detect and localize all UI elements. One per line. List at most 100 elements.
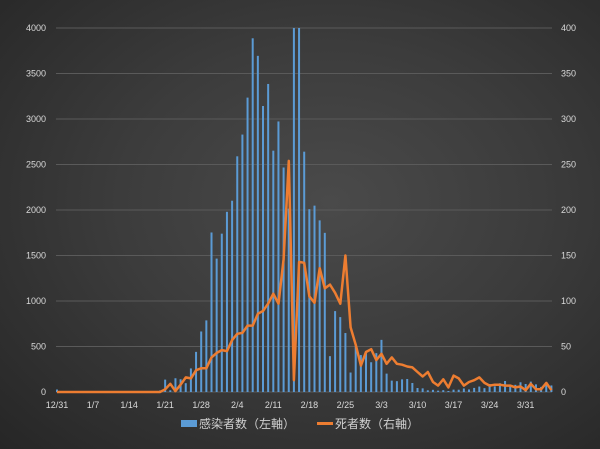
x-axis-tick: 1/7	[87, 400, 100, 410]
x-axis-tick: 1/21	[156, 400, 174, 410]
infection-bar	[308, 209, 311, 392]
infection-bar	[225, 211, 228, 392]
legend-item-deaths[interactable]: 死者数（右軸）	[317, 415, 419, 432]
right-axis-tick: 200	[561, 205, 576, 215]
infection-bar	[272, 150, 275, 392]
infection-bar	[411, 382, 414, 392]
infection-bar	[509, 385, 512, 392]
infection-bar	[437, 390, 440, 392]
infection-bar	[473, 387, 476, 392]
line-swatch-icon	[317, 422, 333, 425]
infection-bar	[416, 387, 419, 392]
right-axis-tick: 400	[561, 23, 576, 33]
left-axis-tick: 4000	[26, 23, 46, 33]
infection-bar	[292, 28, 295, 392]
chart-legend: 感染者数（左軸） 死者数（右軸）	[0, 415, 600, 432]
legend-label-deaths: 死者数（右軸）	[335, 417, 420, 431]
infection-bar	[390, 380, 393, 392]
infection-bar	[267, 83, 270, 392]
left-axis-tick: 1000	[26, 296, 46, 306]
x-axis-tick: 2/18	[301, 400, 319, 410]
infection-bar	[385, 373, 388, 392]
infection-bar	[365, 352, 367, 392]
infection-bar	[246, 97, 249, 393]
infection-bar	[189, 368, 192, 392]
infection-bar	[478, 386, 481, 392]
infection-bar	[529, 381, 532, 392]
right-axis-tick: 150	[561, 251, 576, 261]
legend-label-infections: 感染者数（左軸）	[198, 417, 295, 431]
infection-bar	[421, 388, 424, 392]
infection-bar	[174, 378, 177, 392]
infection-bar	[431, 389, 434, 392]
infection-bar	[395, 381, 398, 392]
x-axis-tick: 1/28	[192, 400, 210, 410]
infection-bar	[349, 372, 352, 392]
infection-bar	[298, 28, 301, 392]
infection-bar	[262, 105, 264, 392]
left-axis-tick: 500	[31, 342, 46, 352]
right-axis-tick: 250	[561, 160, 576, 170]
infection-bar	[236, 156, 239, 392]
infection-bar	[488, 383, 491, 392]
infection-bar	[426, 390, 429, 392]
infection-bar	[493, 386, 496, 392]
infection-bar	[169, 390, 172, 392]
infection-bar	[498, 383, 501, 392]
left-axis-tick: 1500	[26, 251, 46, 261]
infection-bar	[359, 355, 362, 392]
infection-bar	[452, 389, 455, 392]
x-axis-tick: 3/17	[445, 400, 463, 410]
x-axis-tick: 2/4	[231, 400, 244, 410]
infection-bar	[251, 38, 254, 393]
infection-bar	[215, 258, 218, 392]
infection-bar	[328, 356, 331, 392]
left-axis-tick: 3000	[26, 114, 46, 124]
right-axis-tick: 0	[561, 387, 566, 397]
infection-bar	[457, 389, 460, 392]
infection-bar	[524, 383, 527, 392]
infection-bar	[303, 151, 306, 392]
infection-bar	[401, 379, 404, 392]
right-axis-tick: 300	[561, 114, 576, 124]
infection-bar	[323, 232, 326, 392]
right-axis-tick: 50	[561, 342, 571, 352]
x-axis-tick: 3/31	[517, 400, 535, 410]
infection-bar	[406, 378, 409, 392]
left-axis-tick: 3500	[26, 69, 46, 79]
infection-bar	[462, 388, 465, 392]
infection-bar	[164, 379, 167, 392]
right-axis-tick: 100	[561, 296, 576, 306]
infection-bar	[231, 200, 234, 392]
infection-bar	[354, 345, 357, 392]
infection-bar	[334, 311, 337, 392]
infection-bar	[370, 362, 373, 392]
infection-bar	[210, 232, 213, 392]
infection-bar	[468, 389, 470, 392]
infection-bar	[483, 388, 486, 392]
infection-bar	[380, 339, 383, 392]
x-axis-tick: 12/31	[46, 400, 69, 410]
infection-bar	[442, 390, 445, 392]
infection-bar	[220, 233, 223, 392]
infection-bar	[318, 220, 321, 392]
x-axis-tick: 3/24	[481, 400, 499, 410]
infection-bar	[277, 121, 280, 392]
infection-bar	[287, 208, 290, 392]
x-axis-tick: 3/10	[409, 400, 427, 410]
infection-bar	[375, 353, 378, 392]
legend-item-infections[interactable]: 感染者数（左軸）	[180, 415, 295, 432]
infection-bar	[282, 167, 285, 392]
deaths-line	[57, 159, 553, 394]
x-axis-tick: 3/3	[375, 400, 388, 410]
x-axis-tick: 2/25	[337, 400, 355, 410]
infection-bar	[339, 317, 342, 392]
infection-bar	[545, 383, 548, 392]
infection-bar	[200, 331, 203, 392]
infection-bar	[344, 333, 347, 392]
infection-bar	[447, 390, 450, 392]
infection-bar	[256, 55, 259, 392]
infection-bar	[184, 383, 187, 392]
